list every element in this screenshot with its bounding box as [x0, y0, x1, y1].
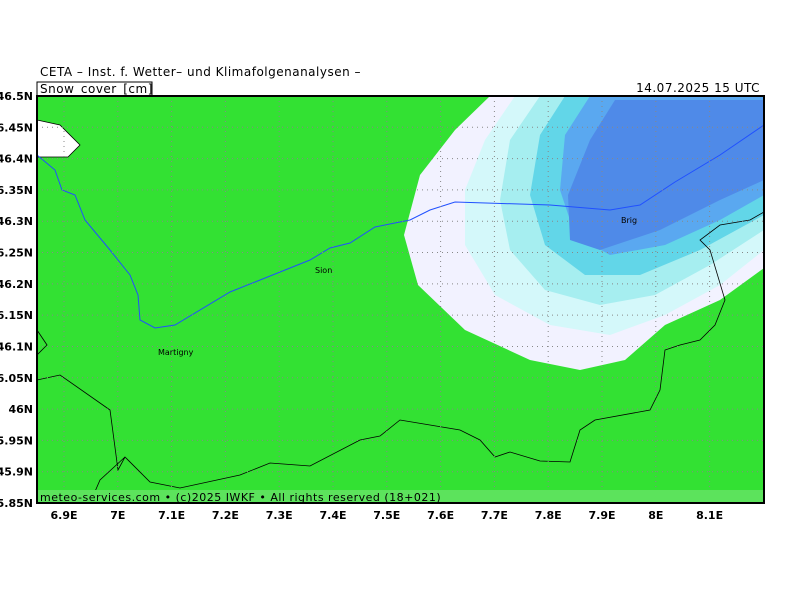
institute: CETA – Inst. f. Wetter– und Klimafolgena… — [40, 65, 361, 79]
grid — [37, 96, 764, 503]
snow-level-6 — [568, 100, 764, 250]
lat-label: 46N — [8, 403, 33, 416]
lat-label: 46.2N — [0, 278, 33, 291]
footer-band — [37, 490, 764, 503]
lat-label: 46.3N — [0, 215, 33, 228]
lat-label: 46.45N — [0, 121, 33, 134]
lat-label: 46.35N — [0, 184, 33, 197]
frame — [36, 95, 765, 504]
valid-time: 14.07.2025 15 UTC — [636, 81, 760, 95]
lat-label: 46.25N — [0, 247, 33, 260]
lon-label: 7.9E — [588, 509, 615, 522]
lon-label: 8.1E — [696, 509, 723, 522]
lon-label: 7.1E — [158, 509, 185, 522]
lat-label: 46.05N — [0, 372, 33, 385]
lat-label: 45.95N — [0, 434, 33, 447]
footer: meteo-services.com • (c)2025 IWKF • All … — [40, 491, 441, 504]
lon-label: 7.2E — [212, 509, 239, 522]
lat-label: 46.4N — [0, 153, 33, 166]
lon-label: 7.8E — [535, 509, 562, 522]
lat-label: 46.5N — [0, 90, 33, 103]
place-label: Brig — [621, 216, 637, 225]
place-label: Sion — [315, 266, 332, 275]
lat-label: 46.15N — [0, 309, 33, 322]
variable: Snow_cover_[cm] — [40, 82, 153, 96]
place-label: Martigny — [158, 348, 194, 357]
no-data — [37, 119, 81, 158]
lat-label: 45.9N — [0, 466, 33, 479]
lat-label: 45.85N — [0, 497, 33, 510]
lon-label: 7E — [110, 509, 125, 522]
lon-label: 7.6E — [427, 509, 454, 522]
lon-label: 7.4E — [319, 509, 346, 522]
river — [37, 124, 764, 329]
lon-label: 7.3E — [266, 509, 293, 522]
lon-label: 7.7E — [481, 509, 508, 522]
axis-labels: 46.5N 46.45N 46.4N 46.35N 46.3N 46.25N 46.2N 46… — [0, 90, 723, 522]
lat-label: 46.1N — [0, 340, 33, 353]
lon-label: 8E — [648, 509, 663, 522]
lon-label: 6.9E — [50, 509, 77, 522]
map-area: Sion Martigny Brig meteo-services.com • … — [37, 96, 764, 504]
lon-label: 7.5E — [373, 509, 400, 522]
